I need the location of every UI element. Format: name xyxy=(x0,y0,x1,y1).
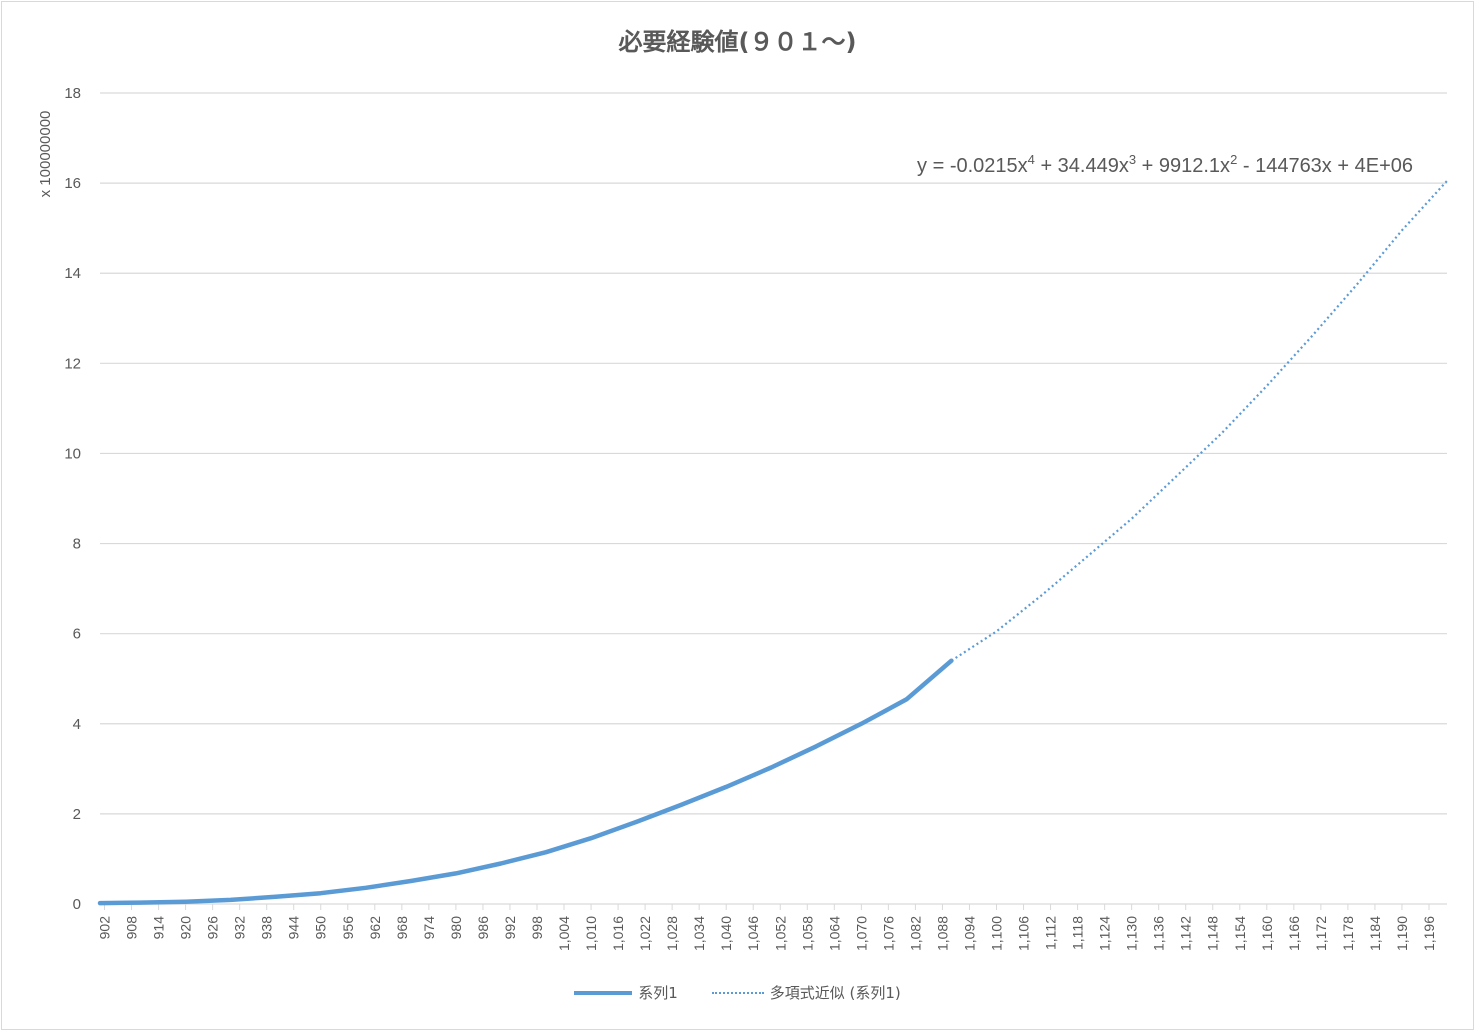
x-tick-label: 1,010 xyxy=(583,916,599,951)
x-tick-label: 944 xyxy=(286,916,302,940)
x-tick-label: 968 xyxy=(394,916,410,940)
y-axis-tick-labels: 0 2 4 6 8 10 12 14 16 18 xyxy=(64,85,81,913)
trendline-eq-exponent-3: 3 xyxy=(1129,152,1136,167)
trendline-eq-part-4: - 144763x + 4E+06 xyxy=(1237,155,1413,177)
y-axis-display-unit-label: x 100000000 xyxy=(37,111,54,198)
x-tick-label: 974 xyxy=(421,916,437,940)
trendline-eq-part-2: + 34.449x xyxy=(1035,155,1129,177)
x-tick-label: 920 xyxy=(178,916,194,940)
y-tick-label: 14 xyxy=(64,265,81,282)
x-tick-label: 1,172 xyxy=(1313,916,1329,951)
x-tick-label: 1,148 xyxy=(1205,916,1221,951)
x-tick-label: 1,088 xyxy=(934,916,950,951)
x-tick-label: 1,004 xyxy=(556,916,572,951)
x-tick-label: 1,082 xyxy=(907,916,923,951)
legend-item-trendline: 多項式近似 (系列1) xyxy=(711,982,901,1003)
x-tick-label: 1,166 xyxy=(1286,916,1302,951)
x-tick-label: 992 xyxy=(502,916,518,940)
x-tick-label: 914 xyxy=(151,916,167,940)
trendline-eq-part-1: y = -0.0215x xyxy=(917,155,1028,177)
x-tick-label: 1,118 xyxy=(1070,916,1086,950)
legend-label-trendline: 多項式近似 (系列1) xyxy=(769,984,901,1002)
x-tick-label: 962 xyxy=(367,916,383,940)
series-lines xyxy=(97,180,1448,906)
x-tick-label: 1,124 xyxy=(1097,916,1113,951)
x-tick-label: 1,052 xyxy=(772,916,788,951)
y-tick-label: 8 xyxy=(73,536,81,553)
x-tick-label: 1,094 xyxy=(961,916,977,951)
x-tick-label: 1,022 xyxy=(637,916,653,951)
trendline-eq-exponent-4: 4 xyxy=(1028,152,1035,167)
legend: 系列1 多項式近似 (系列1) xyxy=(0,982,1475,1003)
x-tick-label: 1,136 xyxy=(1151,916,1167,951)
x-tick-label: 1,142 xyxy=(1178,916,1194,951)
legend-item-series1: 系列1 xyxy=(574,982,678,1003)
x-axis-tick-labels: 902 908 914 920 926 932 938 944 950 956 962 968 974 9… xyxy=(97,904,1437,951)
x-tick-label: 902 xyxy=(97,916,113,940)
x-tick-label: 1,190 xyxy=(1394,916,1410,951)
x-tick-label: 1,058 xyxy=(799,916,815,951)
x-tick-label: 1,106 xyxy=(1016,916,1032,951)
y-tick-label: 10 xyxy=(64,445,81,462)
trendline-equation: y = -0.0215x4 + 34.449x3 + 9912.1x2 - 14… xyxy=(917,152,1413,177)
x-tick-label: 1,160 xyxy=(1259,916,1275,951)
x-tick-label: 1,064 xyxy=(826,916,842,951)
x-tick-label: 1,028 xyxy=(664,916,680,951)
legend-swatch-solid xyxy=(574,990,633,995)
x-tick-label: 1,016 xyxy=(610,916,626,951)
x-tick-label: 1,040 xyxy=(718,916,734,951)
x-tick-label: 938 xyxy=(259,916,275,940)
x-tick-label: 950 xyxy=(313,916,329,940)
x-tick-label: 1,130 xyxy=(1124,916,1140,951)
legend-swatch-dotted xyxy=(711,991,764,994)
y-tick-label: 12 xyxy=(64,355,81,372)
y-tick-label: 0 xyxy=(73,896,81,913)
y-tick-label: 18 xyxy=(64,85,81,102)
legend-label-series1: 系列1 xyxy=(638,984,678,1002)
x-tick-label: 1,184 xyxy=(1367,916,1383,951)
gridlines xyxy=(100,92,1447,905)
y-tick-label: 2 xyxy=(73,806,81,823)
x-tick-label: 1,154 xyxy=(1232,916,1248,951)
x-tick-label: 956 xyxy=(340,916,356,940)
x-tick-label: 1,034 xyxy=(691,916,707,951)
x-tick-label: 932 xyxy=(232,916,248,940)
x-tick-label: 1,070 xyxy=(853,916,869,951)
x-tick-label: 1,076 xyxy=(880,916,896,951)
x-tick-label: 1,178 xyxy=(1340,916,1356,951)
x-tick-label: 1,100 xyxy=(988,916,1004,951)
x-tick-label: 1,046 xyxy=(745,916,761,951)
x-tick-label: 980 xyxy=(448,916,464,940)
x-tick-label: 998 xyxy=(529,916,545,940)
chart-title: 必要経験値(９０１～) xyxy=(618,28,857,56)
series-line-series1 xyxy=(97,658,954,906)
x-tick-label: 1,112 xyxy=(1043,916,1059,950)
trendline-dotted xyxy=(950,180,1448,662)
x-tick-label: 926 xyxy=(205,916,221,940)
y-tick-label: 16 xyxy=(64,175,81,192)
x-tick-label: 908 xyxy=(124,916,140,940)
y-tick-label: 4 xyxy=(73,716,81,733)
y-tick-label: 6 xyxy=(73,626,81,643)
trendline-eq-part-3: + 9912.1x xyxy=(1136,155,1230,177)
trendline-eq-exponent-2: 2 xyxy=(1230,152,1237,167)
x-tick-label: 986 xyxy=(475,916,491,940)
x-tick-label: 1,196 xyxy=(1421,916,1437,951)
